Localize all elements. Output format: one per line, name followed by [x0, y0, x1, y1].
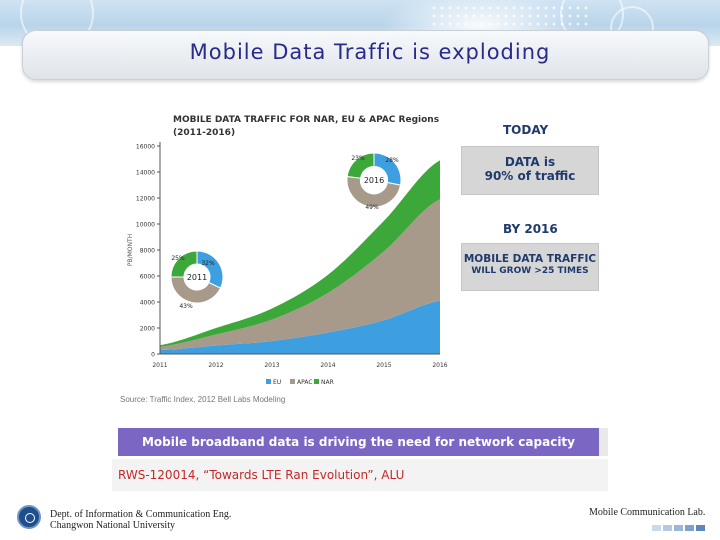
- area-series-eu: [160, 300, 440, 354]
- footer-dept: Dept. of Information & Communication Eng…: [50, 509, 232, 520]
- pie-2011-year: 2011: [187, 273, 207, 282]
- y-tick-label: 8000: [140, 248, 155, 255]
- chart-title: MOBILE DATA TRAFFIC FOR NAR, EU & APAC R…: [173, 115, 440, 138]
- footer-university: Changwon National University: [50, 520, 175, 531]
- pie-2016-year: 2016: [364, 176, 384, 185]
- footer-square: [685, 525, 694, 531]
- y-tick-label: 4000: [140, 300, 155, 307]
- pie-2016-label: 23%: [351, 155, 365, 162]
- y-axis-label: PB/MONTH: [127, 234, 134, 266]
- y-tick-label: 16000: [136, 144, 155, 151]
- source-note: Source: Traffic Index, 2012 Bell Labs Mo…: [120, 395, 286, 404]
- title-bar: [22, 30, 709, 80]
- x-tick-label: 2016: [432, 362, 447, 369]
- pie-2016-label: 28%: [385, 157, 399, 164]
- by2016-line-2: WILL GROW >25 TIMES: [471, 266, 589, 276]
- capacity-banner-text: Mobile broadband data is driving the nee…: [141, 435, 575, 449]
- capacity-banner: Mobile broadband data is driving the nee…: [118, 428, 599, 456]
- y-tick-label: 2000: [140, 326, 155, 333]
- legend-label-apac: APAC: [297, 379, 313, 386]
- today-heading: TODAY: [503, 123, 549, 137]
- y-tick-label: 12000: [136, 196, 155, 203]
- area-series-apac: [160, 199, 440, 351]
- legend-swatch-nar: [314, 379, 319, 384]
- y-tick-label: 0: [151, 352, 155, 359]
- footer-square: [696, 525, 705, 531]
- x-tick-label: 2011: [152, 362, 167, 369]
- university-logo-icon: [17, 505, 41, 529]
- today-line-1: DATA is: [504, 155, 556, 169]
- pie-2016-hole: [360, 166, 388, 194]
- footer-square: [663, 525, 672, 531]
- y-tick-label: 14000: [136, 170, 155, 177]
- reference-box: RWS-120014, “Towards LTE Ran Evolution”,…: [112, 459, 608, 491]
- pie-2011-hole: [184, 264, 210, 290]
- footer-square: [652, 525, 661, 531]
- pie-2011-label: 43%: [179, 303, 193, 310]
- pie-2016-label: 49%: [365, 204, 379, 211]
- legend-label-nar: NAR: [321, 379, 334, 386]
- pie-2016-slice: [346, 176, 402, 208]
- x-tick-label: 2014: [320, 362, 335, 369]
- footer-lab: Mobile Communication Lab.: [589, 507, 706, 518]
- y-tick-label: 6000: [140, 274, 155, 281]
- x-tick-label: 2015: [376, 362, 391, 369]
- by2016-line-1: MOBILE DATA TRAFFIC: [463, 253, 597, 265]
- today-panel: DATA is 90% of traffic: [461, 146, 599, 195]
- pie-2011-label: 25%: [171, 255, 185, 262]
- slide-title: Mobile Data Traffic is exploding: [189, 40, 551, 64]
- banner-edge: [599, 428, 608, 456]
- today-line-2: 90% of traffic: [484, 169, 576, 183]
- x-tick-label: 2013: [264, 362, 279, 369]
- reference-text: RWS-120014, “Towards LTE Ran Evolution”,…: [118, 468, 405, 482]
- legend-swatch-apac: [290, 379, 295, 384]
- banner-ring-decoration: [610, 6, 654, 46]
- pie-2011-label: 32%: [201, 260, 215, 267]
- by2016-heading: BY 2016: [503, 222, 558, 236]
- footer-squares: [652, 525, 705, 531]
- footer-square: [674, 525, 683, 531]
- legend-label-eu: EU: [273, 379, 281, 386]
- y-tick-label: 10000: [136, 222, 155, 229]
- by2016-panel: MOBILE DATA TRAFFIC WILL GROW >25 TIMES: [461, 243, 599, 291]
- x-tick-label: 2012: [208, 362, 223, 369]
- legend-swatch-eu: [266, 379, 271, 384]
